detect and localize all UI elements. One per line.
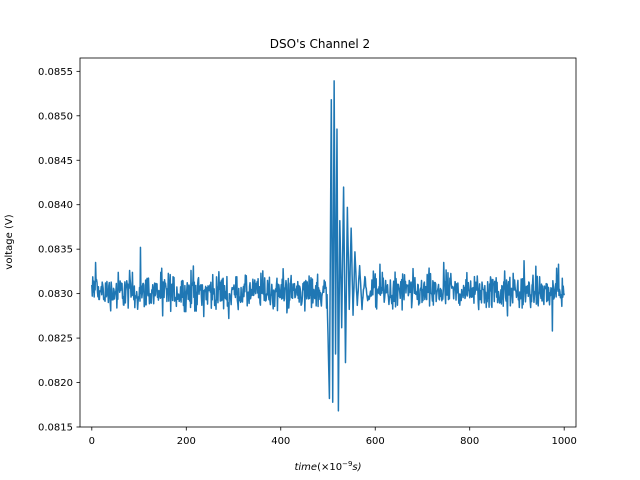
x-axis-label-unit-prefix: (×10 [317,462,342,473]
plot-border [79,57,577,428]
y-tick-label: 0.0850 [38,111,73,122]
series-line-channel-2 [91,80,565,412]
y-tick-label: 0.0820 [38,378,73,389]
y-axis: 0.0815 0.0820 0.0825 0.0830 0.0835 0.0840 0.08… [38,67,80,434]
y-tick-label: 0.0835 [38,245,73,256]
y-tick-label: 0.0840 [38,200,73,211]
series-layer [91,80,565,412]
chart-title: DSO's Channel 2 [270,37,370,51]
y-tick-label: 0.0830 [38,289,73,300]
y-tick-label: 0.0845 [38,156,73,167]
y-axis-label: voltage (V) [4,214,15,269]
x-axis-label: time(×10−9s) [294,460,361,473]
plot-frame [80,58,576,427]
x-axis: 0 200 400 600 800 1000 [89,427,577,447]
x-tick-label: 1000 [551,436,576,447]
y-tick-label: 0.0855 [38,67,73,78]
y-tick-label: 0.0815 [38,423,73,434]
x-tick-label: 800 [460,436,479,447]
x-axis-label-unit-exp: −9 [342,460,352,468]
y-tick-label: 0.0825 [38,334,73,345]
x-tick-label: 0 [89,436,95,447]
x-tick-label: 400 [271,436,290,447]
x-axis-label-unit-suffix: s) [352,462,361,473]
x-axis-label-main: time [294,462,317,473]
plot-area [79,57,577,428]
x-tick-label: 600 [366,436,385,447]
x-tick-label: 200 [177,436,196,447]
